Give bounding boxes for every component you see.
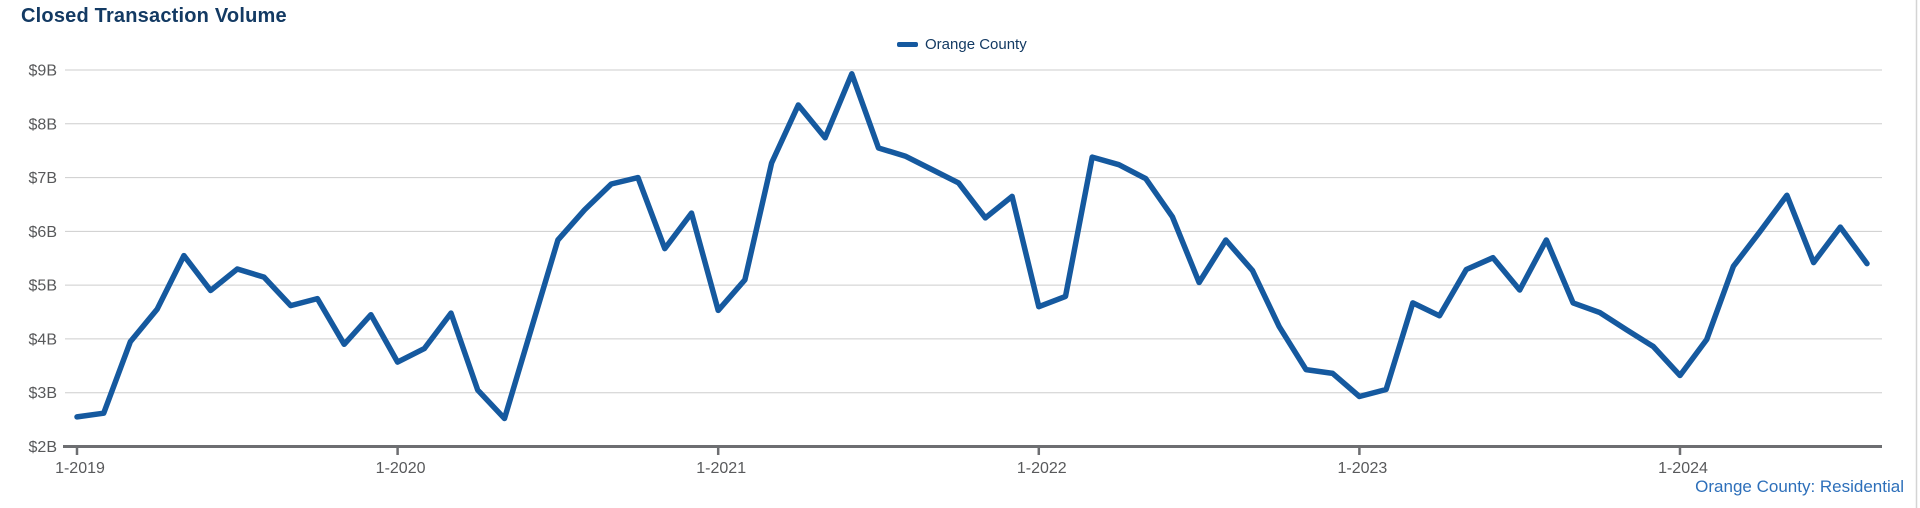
y-tick-label: $3B xyxy=(29,385,57,402)
series-line-orange-county[interactable] xyxy=(74,71,1870,422)
legend-label: Orange County xyxy=(925,36,1027,53)
x-tick-label: 1-2023 xyxy=(1337,460,1387,477)
y-tick-label: $2B xyxy=(29,439,57,456)
series-descriptor: Orange County: Residential xyxy=(1695,477,1904,496)
y-tick-label: $9B xyxy=(29,63,57,80)
x-tick-label: 1-2022 xyxy=(1017,460,1067,477)
y-tick-label: $5B xyxy=(29,278,57,295)
y-axis-labels: $2B $3B $4B $5B $6B $7B $8B $9B xyxy=(29,63,57,457)
y-gridlines xyxy=(65,69,1882,394)
y-tick-label: $6B xyxy=(29,224,57,241)
y-tick-label: $7B xyxy=(29,170,57,187)
y-tick-label: $8B xyxy=(29,116,57,133)
x-axis: 1-2019 1-2020 1-2021 1-2022 1-2023 1-2024 xyxy=(55,445,1882,477)
x-tick-label: 1-2024 xyxy=(1658,460,1708,477)
x-tick-label: 1-2020 xyxy=(376,460,426,477)
y-tick-label: $4B xyxy=(29,331,57,348)
chart-title: Closed Transaction Volume xyxy=(21,5,287,27)
legend-line-marker-icon xyxy=(897,42,918,47)
x-tick-label: 1-2019 xyxy=(55,460,105,477)
x-tick-label: 1-2021 xyxy=(696,460,746,477)
legend-item-orange-county[interactable]: Orange County xyxy=(897,36,1027,53)
